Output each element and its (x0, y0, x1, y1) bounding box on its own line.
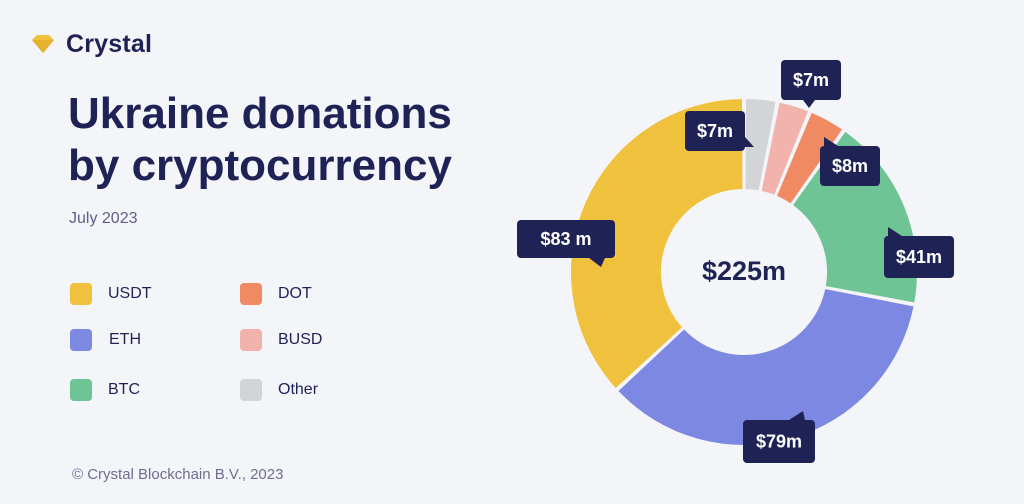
data-label-other: $7m (685, 111, 754, 151)
donut-slice-eth (616, 286, 916, 447)
data-label-text: $79m (756, 432, 802, 452)
legend-swatch (70, 379, 92, 401)
chart-legend: USDT ETH BTC DOT BUSD Other (70, 280, 390, 410)
legend-item-btc: BTC (70, 379, 140, 401)
brand: Crystal (30, 30, 152, 59)
data-label-text: $8m (832, 156, 868, 176)
legend-label: BUSD (278, 331, 323, 348)
legend-swatch (240, 329, 262, 351)
legend-label: DOT (278, 285, 312, 302)
legend-swatch (240, 283, 262, 305)
donut-callouts: $7m $7m $8m $41m $79m $83 m (517, 60, 954, 463)
legend-swatch (240, 379, 262, 401)
callout-box (685, 111, 745, 151)
diamond-icon (32, 34, 54, 53)
donut-center-total: $225m (702, 256, 786, 286)
callout-box (517, 220, 615, 258)
copyright-footer: © Crystal Blockchain B.V., 2023 (72, 466, 284, 483)
legend-swatch (70, 329, 92, 351)
legend-item-dot: DOT (240, 283, 312, 305)
legend-label: BTC (108, 381, 140, 398)
callout-pointer (789, 411, 805, 420)
legend-item-usdt: USDT (70, 283, 152, 305)
page-title: Ukraine donations by cryptocurrency (68, 89, 452, 190)
callout-box (743, 420, 815, 463)
data-label-eth: $79m (743, 411, 815, 463)
data-label-text: $41m (896, 247, 942, 267)
callout-box (781, 60, 841, 100)
callout-pointer (824, 137, 838, 146)
callout-box (820, 146, 880, 186)
brand-name: Crystal (66, 30, 153, 58)
callout-pointer (745, 137, 754, 147)
legend-item-eth: ETH (70, 329, 141, 351)
legend-item-other: Other (240, 379, 318, 401)
data-label-btc: $41m (884, 227, 954, 278)
data-label-busd: $7m (781, 60, 841, 108)
legend-label: USDT (108, 285, 152, 302)
data-label-text: $7m (697, 121, 733, 141)
callout-box (884, 236, 954, 278)
callout-pointer (803, 100, 815, 108)
data-label-usdt: $83 m (517, 220, 615, 267)
page-subtitle: July 2023 (69, 210, 138, 227)
legend-swatch (70, 283, 92, 305)
donut-slice-usdt (569, 97, 745, 391)
legend-label: Other (278, 381, 319, 398)
legend-item-busd: BUSD (240, 329, 322, 351)
callout-pointer (589, 258, 605, 267)
data-label-text: $83 m (540, 229, 591, 249)
data-label-text: $7m (793, 70, 829, 90)
data-label-dot: $8m (820, 137, 880, 186)
legend-label: ETH (109, 331, 141, 348)
callout-pointer (888, 227, 902, 236)
